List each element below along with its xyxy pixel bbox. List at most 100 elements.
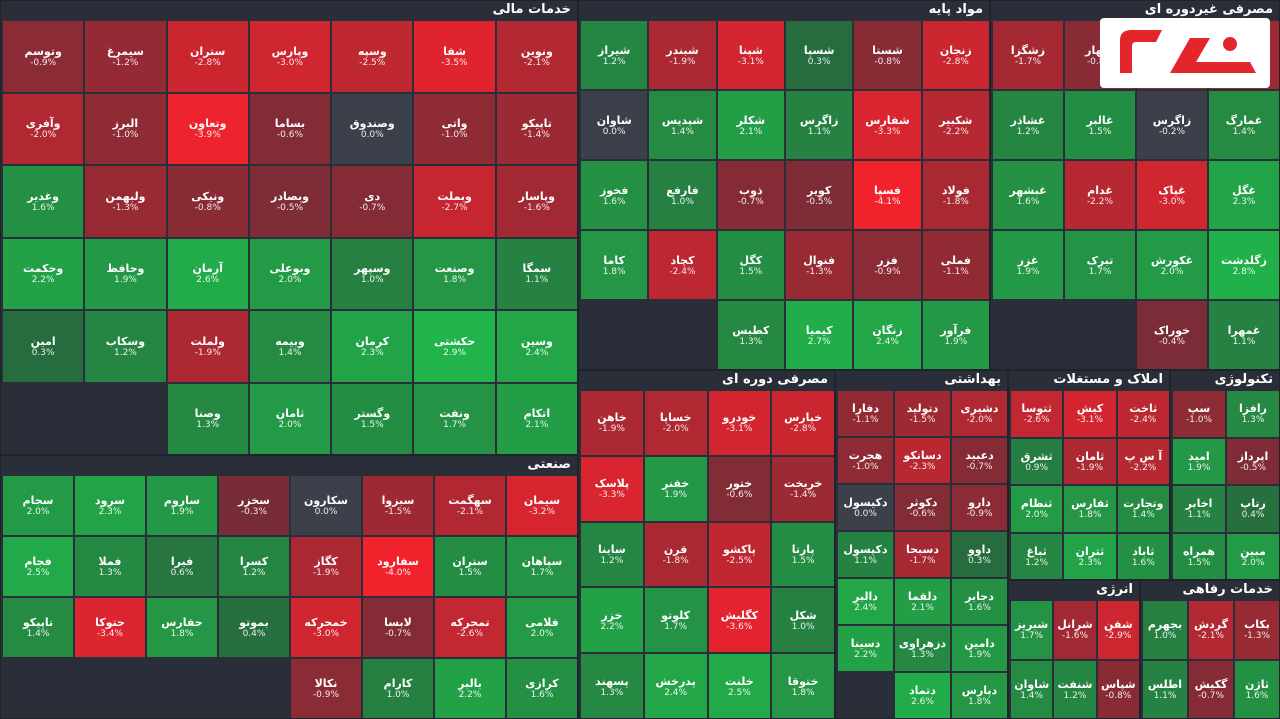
stock-change: -2.1% — [456, 507, 484, 517]
stock-change: -2.4% — [1130, 415, 1157, 426]
stock-cell: دامین 1.9% — [951, 625, 1007, 672]
stock-cell: ذوب -0.7% — [716, 160, 785, 230]
stock-cell: لابسا -0.7% — [362, 597, 434, 658]
stock-name: شفارس — [865, 113, 910, 127]
stock-change: 1.4% — [26, 629, 50, 639]
stock-cell: زنگان 2.4% — [853, 300, 922, 369]
stock-change: 1.6% — [1016, 196, 1040, 207]
stock-change: -0.6% — [909, 509, 936, 519]
stock-cell: کگلیش -3.6% — [707, 587, 772, 654]
stock-cell: بالبر 2.2% — [434, 658, 506, 718]
stock-cell: سیمرغ -1.2% — [84, 20, 167, 93]
stock-name: هجرت — [848, 449, 883, 462]
stock-name: تبرک — [1086, 253, 1114, 267]
stock-name: ثتوسا — [1021, 402, 1052, 416]
stock-name: وسکاب — [105, 334, 146, 348]
stock-name: غدام — [1087, 183, 1113, 197]
stock-cell: فرآور 1.9% — [921, 300, 989, 369]
stock-cell: اپرداز -0.5% — [1226, 437, 1279, 485]
stock-cell: ولملت -1.9% — [166, 310, 249, 383]
stock-name: ستران — [190, 44, 226, 58]
stock-cell: دفارا -1.1% — [837, 390, 894, 437]
stock-name: کگل — [739, 253, 763, 267]
stock-name: دامین — [964, 637, 995, 650]
stock-change: 1.7% — [530, 568, 554, 578]
sector-title: مواد پایه — [928, 2, 983, 17]
stock-cell: کطبس 1.3% — [716, 300, 785, 369]
stock-name: ثشرق — [1020, 449, 1053, 463]
stock-change: -2.1% — [1197, 631, 1225, 642]
stock-cell: فولاد -1.8% — [921, 160, 989, 230]
stock-name: آرمان — [192, 262, 223, 276]
stock-name: شپاس — [1101, 677, 1136, 691]
stock-change: -0.8% — [874, 56, 901, 67]
stock-change: 1.1% — [1187, 510, 1211, 521]
stock-name: فسپا — [873, 183, 901, 197]
stock-name: سمگا — [522, 262, 552, 276]
sector-title: بهداشتی — [944, 372, 1001, 387]
stock-change: -2.3% — [909, 462, 936, 472]
stock-name: پارتا — [791, 542, 815, 556]
stock-change: -0.9% — [966, 509, 993, 519]
stock-name: تاپیکو — [521, 117, 552, 131]
logo-dot — [1223, 37, 1237, 51]
stock-name: دفارا — [851, 402, 880, 415]
stock-name: فلامی — [525, 616, 559, 629]
stock-cell: امید 1.9% — [1172, 437, 1226, 485]
stock-name: خفنر — [662, 477, 690, 491]
stock-name: دی — [364, 189, 381, 203]
stock-change: -1.3% — [112, 202, 139, 213]
stock-cell: دزهراوی 1.3% — [894, 625, 951, 672]
stock-cell: امین 0.3% — [2, 310, 85, 383]
stock-change: 1.8% — [443, 275, 466, 286]
stock-change: 1.5% — [791, 555, 815, 566]
stock-change: 1.0% — [386, 690, 410, 700]
stock-name: شاوان — [1014, 677, 1050, 691]
stock-cell: وحکمت 2.2% — [2, 237, 85, 310]
stock-change: 1.6% — [968, 603, 991, 613]
sector-title: خدمات رفاهی — [1182, 582, 1273, 597]
stock-name: شپنا — [738, 43, 763, 57]
stock-name: پدرخش — [655, 674, 696, 688]
stock-cell: دتولید -1.5% — [894, 390, 951, 437]
logo-shape — [1120, 30, 1162, 73]
stock-cell: پارتا 1.5% — [771, 521, 834, 588]
stock-change: 1.2% — [242, 568, 266, 578]
stock-cell: غزر 1.9% — [992, 230, 1064, 300]
stock-cell: دپارس 1.8% — [951, 672, 1007, 718]
stock-cell: خفنر 1.9% — [643, 455, 708, 522]
stock-cell: فملی -1.1% — [921, 230, 989, 300]
stock-change: -1.9% — [669, 56, 696, 67]
stock-name: دزهراوی — [898, 637, 947, 650]
stock-cell: فملا 1.3% — [74, 536, 146, 597]
stock-cell: دلقما 2.1% — [894, 578, 951, 625]
stock-name: وگستر — [354, 407, 391, 421]
stock-cell: مبین 2.0% — [1226, 532, 1279, 579]
stock-change: 1.4% — [1131, 510, 1155, 521]
stock-name: اپرداز — [1237, 449, 1269, 463]
stock-change: 1.5% — [458, 568, 482, 578]
stock-change: -1.1% — [942, 266, 969, 277]
stock-change: 1.3% — [739, 336, 763, 347]
stock-cell: دسینا 2.2% — [837, 625, 894, 672]
stock-cell: ستران 1.5% — [434, 536, 506, 597]
stock-change: -4.0% — [384, 568, 412, 578]
sector: املاک و مستغلات ثاخت -2.4% کیش -3.1% ثتوسا -2.… — [1008, 370, 1170, 580]
stock-change: 1.8% — [791, 687, 815, 698]
stock-cell: آ س پ -2.2% — [1116, 437, 1169, 485]
stock-name: پسهند — [595, 674, 629, 688]
stock-change: 1.1% — [1153, 690, 1177, 701]
stock-name: غگل — [1232, 183, 1256, 197]
stock-change: -0.5% — [1239, 462, 1267, 473]
stock-cell: غمهرا 1.1% — [1208, 300, 1279, 369]
stock-cell: حکشتی 2.9% — [413, 310, 496, 383]
stock-name: رتاپ — [1240, 497, 1266, 511]
stock-change: 0.4% — [242, 629, 266, 639]
stock-name: غپاک — [1158, 183, 1186, 197]
stock-name: فجام — [24, 555, 52, 568]
stock-name: آ س پ — [1124, 449, 1163, 463]
stock-change: 2.5% — [727, 687, 751, 698]
stock-name: ساروم — [163, 494, 201, 507]
stock-cell: کچاد -2.4% — [648, 230, 717, 300]
stock-name: ختوقا — [787, 674, 819, 688]
